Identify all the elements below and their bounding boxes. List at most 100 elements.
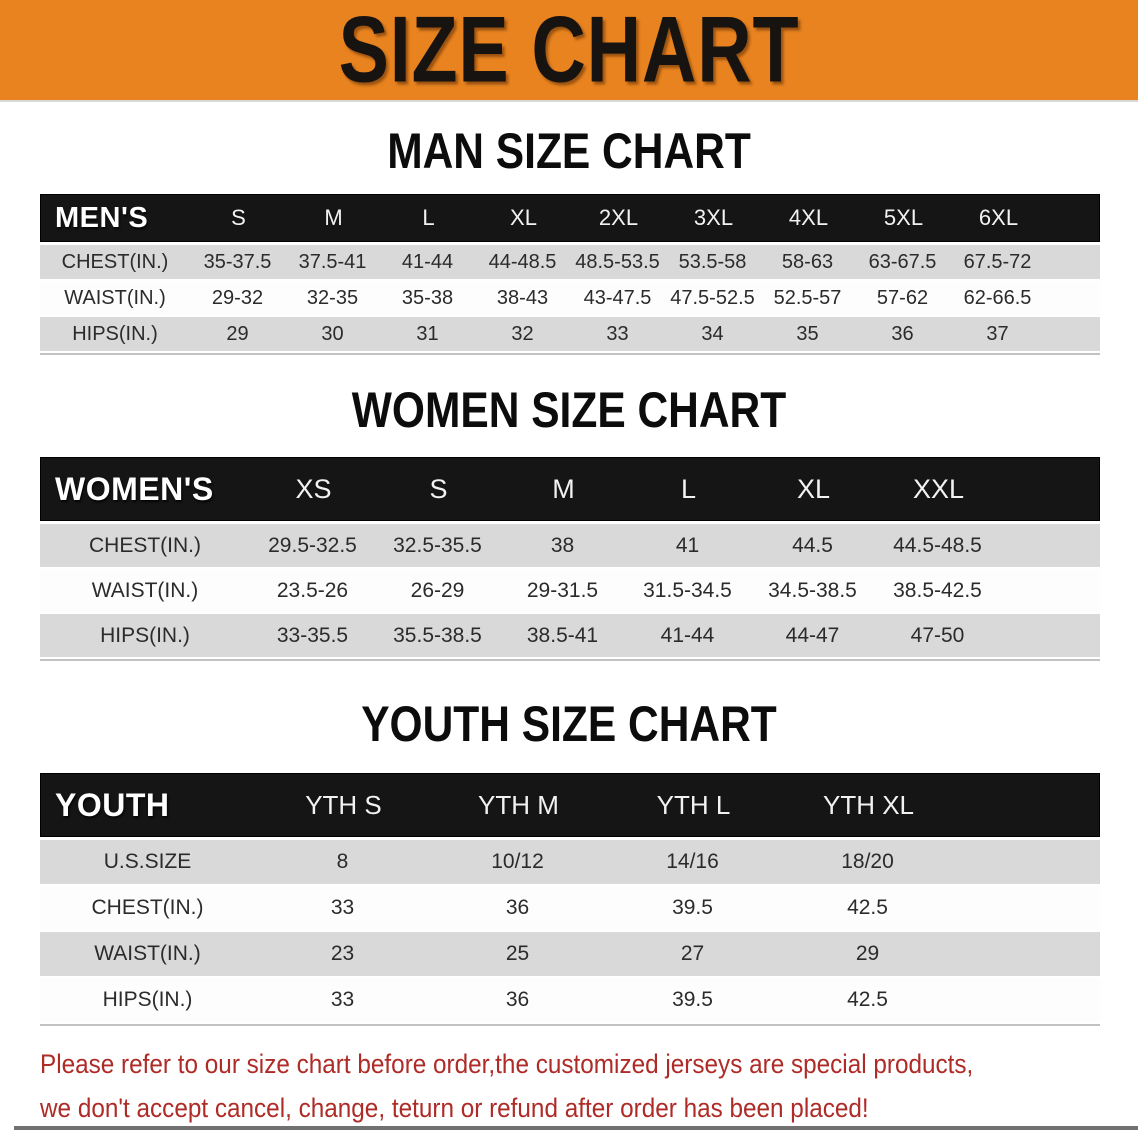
value-cell: 39.5 [672,896,713,919]
banner: SIZE CHART [0,0,1138,102]
value-cell: 57-62 [876,286,929,309]
value-cell: 36 [505,896,530,919]
value-cell: 34.5-38.5 [768,578,857,602]
value-cell: 39.5 [672,988,713,1011]
table-header-row: WOMEN'S XS S M L XL XXL [40,457,1100,521]
row-label: WAIST(IN.) [64,286,166,309]
value-cell: 48.5-53.5 [575,250,660,273]
value-cell: 42.5 [847,988,888,1011]
value-cell: 41-44 [660,623,715,647]
column-header: 2XL [598,205,639,230]
row-label: HIPS(IN.) [100,623,190,647]
column-header: M [324,205,343,230]
value-cell: 36 [891,322,914,345]
value-cell: 63-67.5 [868,250,937,273]
table-header-row: YOUTH YTH S YTH M YTH L YTH XL [40,773,1100,837]
row-label: CHEST(IN.) [61,250,169,273]
table-row: WAIST(IN.) 23 25 27 29 [40,932,1100,978]
disclaimer-line-2: we don't accept cancel, change, teturn o… [40,1093,869,1123]
table-row: HIPS(IN.) 33 36 39.5 42.5 [40,978,1100,1024]
table-row: HIPS(IN.) 29 30 31 32 33 34 35 36 37 [40,317,1100,353]
column-header: XL [510,205,537,230]
value-cell: 44-47 [785,623,840,647]
men-section-heading: MAN SIZE CHART [387,123,751,179]
page-title: SIZE CHART [338,0,800,103]
column-header: 4XL [788,205,829,230]
women-section-heading: WOMEN SIZE CHART [351,382,787,438]
table-row: CHEST(IN.) 29.5-32.5 32.5-35.5 38 41 44.5 44.5… [40,524,1100,569]
column-header: 3XL [693,205,734,230]
row-label: WAIST(IN.) [94,942,201,965]
column-header: XS [295,473,332,504]
value-cell: 33-35.5 [276,623,349,647]
value-cell: 38.5-41 [526,623,599,647]
youth-size-table: YOUTH YTH S YTH M YTH L YTH XL U.S.SIZE 8 10/12… [40,773,1100,1026]
value-cell: 38 [550,533,575,557]
value-cell: 37.5-41 [298,250,367,273]
value-cell: 27 [680,942,705,965]
men-size-table: MEN'S S M L XL 2XL 3XL 4XL 5XL 6XL CHEST(IN.) 35-37… [40,194,1100,355]
value-cell: 35.5-38.5 [393,623,482,647]
value-cell: 58-63 [781,250,834,273]
men-size-section: MAN SIZE CHART MEN'S S M L XL 2XL 3XL 4XL 5XL 6XL… [0,126,1138,355]
value-cell: 37 [986,322,1009,345]
row-label: CHEST(IN.) [89,533,201,557]
table-corner-label: MEN'S [55,201,149,234]
value-cell: 44.5-48.5 [893,533,982,557]
value-cell: 32 [511,322,534,345]
value-cell: 38-43 [496,286,549,309]
column-header: 6XL [978,205,1019,230]
column-header: 5XL [883,205,924,230]
column-header: YTH XL [822,789,915,820]
value-cell: 43-47.5 [583,286,652,309]
column-header: YTH M [478,789,559,820]
table-row: WAIST(IN.) 23.5-26 26-29 29-31.5 31.5-34.5 34… [40,569,1100,614]
value-cell: 31 [416,322,439,345]
column-header: YTH S [305,789,382,820]
value-cell: 38.5-42.5 [893,578,982,602]
women-size-section: WOMEN SIZE CHART WOMEN'S XS S M L XL XXL CHEST(… [0,385,1138,661]
bottom-divider [14,1126,1138,1130]
value-cell: 32-35 [306,286,359,309]
column-header: XL [796,473,831,504]
value-cell: 8 [336,850,349,873]
value-cell: 33 [330,988,355,1011]
value-cell: 52.5-57 [773,286,842,309]
table-row: CHEST(IN.) 35-37.5 37.5-41 41-44 44-48.5 48.5… [40,245,1100,281]
value-cell: 41-44 [401,250,454,273]
women-size-table: WOMEN'S XS S M L XL XXL CHEST(IN.) 29.5-32.5 32.5… [40,457,1100,661]
disclaimer-line-1: Please refer to our size chart before or… [40,1049,974,1079]
value-cell: 14/16 [666,850,719,873]
value-cell: 29-31.5 [526,578,599,602]
value-cell: 35 [796,322,819,345]
row-label: CHEST(IN.) [91,896,204,919]
row-label: WAIST(IN.) [91,578,199,602]
disclaimer: Please refer to our size chart before or… [40,1042,1138,1130]
value-cell: 29 [226,322,249,345]
column-header: S [231,205,246,230]
table-corner-label: YOUTH [55,786,170,823]
value-cell: 33 [606,322,629,345]
row-label: HIPS(IN.) [72,322,158,345]
value-cell: 44-48.5 [488,250,557,273]
table-row: HIPS(IN.) 33-35.5 35.5-38.5 38.5-41 41-44 44-… [40,614,1100,659]
value-cell: 67.5-72 [963,250,1032,273]
column-header: YTH L [656,789,731,820]
value-cell: 41 [675,533,700,557]
value-cell: 47-50 [910,623,965,647]
column-header: XXL [912,473,965,504]
value-cell: 36 [505,988,530,1011]
value-cell: 29-32 [211,286,264,309]
value-cell: 10/12 [491,850,544,873]
table-row: U.S.SIZE 8 10/12 14/16 18/20 [40,840,1100,886]
table-header-row: MEN'S S M L XL 2XL 3XL 4XL 5XL 6XL [40,194,1100,242]
table-row: CHEST(IN.) 33 36 39.5 42.5 [40,886,1100,932]
value-cell: 23.5-26 [276,578,349,602]
value-cell: 25 [505,942,530,965]
value-cell: 35-37.5 [203,250,272,273]
value-cell: 31.5-34.5 [643,578,732,602]
value-cell: 29.5-32.5 [268,533,357,557]
value-cell: 32.5-35.5 [393,533,482,557]
column-header: S [429,473,448,504]
